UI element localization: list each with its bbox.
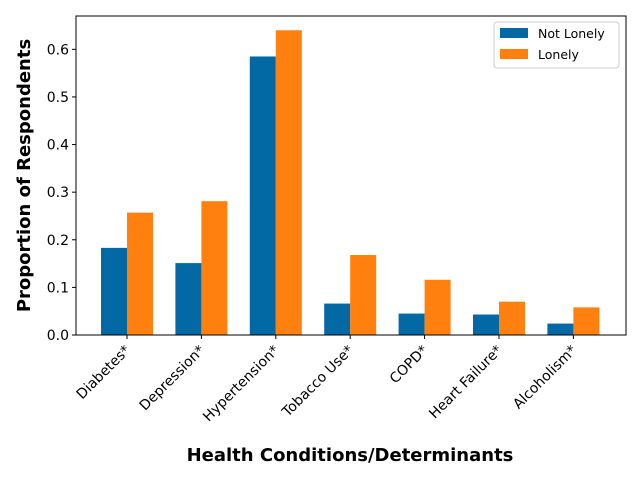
bar-not-lonely-hypertension <box>249 56 276 335</box>
bar-not-lonely-copd <box>398 313 425 335</box>
x-tick-label: COPD* <box>387 343 432 388</box>
y-tick-label: 0.6 <box>47 42 69 58</box>
plot-frame <box>75 15 627 336</box>
bar-lonely-diabetes <box>127 212 153 335</box>
x-tick-label: Hypertension* <box>200 343 282 425</box>
bar-lonely-heart-failure <box>499 301 525 335</box>
x-tick-label: Alcoholism* <box>510 343 580 413</box>
bar-lonely-alcoholism <box>573 307 600 335</box>
x-tick-label: Heart Failure* <box>426 343 506 423</box>
legend-label-lonely: Lonely <box>538 47 579 62</box>
x-axis-title: Health Conditions/Determinants <box>187 445 514 466</box>
x-tick-label: Tobacco Use* <box>279 343 357 421</box>
x-tick-label: Depression* <box>137 343 209 415</box>
bar-lonely-copd <box>424 279 451 335</box>
bar-not-lonely-alcoholism <box>547 323 574 335</box>
bar-lonely-hypertension <box>275 30 302 336</box>
y-tick-label: 0.4 <box>47 138 69 154</box>
legend-swatch-lonely <box>500 49 528 59</box>
y-axis-ticks: 0.0 0.1 0.2 0.3 0.4 0.5 0.6 <box>47 42 76 344</box>
bar-not-lonely-tobacco-use <box>324 303 351 335</box>
y-tick-label: 0.1 <box>47 280 69 296</box>
y-tick-label: 0.5 <box>47 90 69 106</box>
legend-label-not-lonely: Not Lonely <box>538 26 605 41</box>
y-tick-label: 0.3 <box>47 185 69 201</box>
bar-not-lonely-heart-failure <box>473 314 499 335</box>
y-tick-label: 0.2 <box>47 233 69 249</box>
x-tick-label: Diabetes* <box>74 343 134 403</box>
legend-swatch-not-lonely <box>500 28 528 38</box>
x-axis-ticks: Diabetes* Depression*Hypertension*Tobacco… <box>74 335 580 425</box>
bars-layer <box>101 30 600 336</box>
bar-lonely-tobacco-use <box>350 255 377 335</box>
legend: Not Lonely Lonely <box>493 21 620 69</box>
y-axis-title: Proportion of Respondents <box>14 39 35 312</box>
bar-not-lonely-diabetes <box>101 247 127 335</box>
bar-lonely-depression <box>201 201 228 335</box>
bar-not-lonely-depression <box>175 263 202 335</box>
y-tick-label: 0.0 <box>47 328 69 344</box>
